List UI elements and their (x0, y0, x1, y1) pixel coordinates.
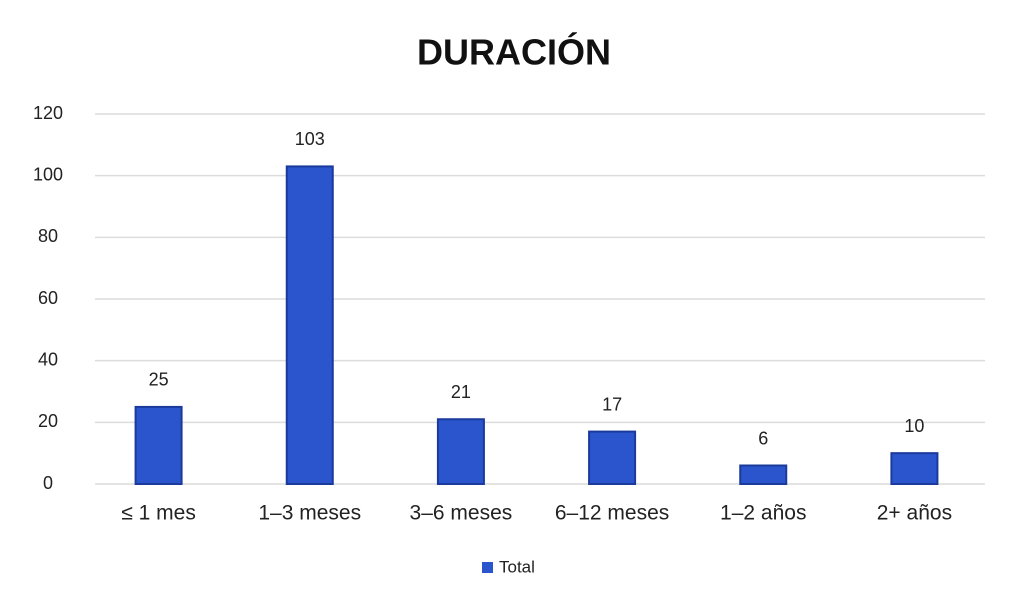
chart-title: DURACIÓN (417, 31, 611, 73)
y-tick-label: 80 (38, 226, 58, 246)
y-tick-label: 20 (38, 411, 58, 431)
x-tick-label: 1–3 meses (258, 502, 361, 525)
y-tick-label: 60 (38, 288, 58, 308)
data-label: 10 (904, 416, 924, 436)
y-tick-label: 0 (43, 473, 53, 493)
bar (134, 405, 183, 485)
data-label: 17 (602, 394, 622, 414)
legend-swatch (482, 562, 493, 573)
x-tick-label: ≤ 1 mes (121, 502, 196, 525)
bar (588, 430, 637, 486)
x-tick-label: 2+ años (877, 502, 952, 525)
y-tick-label: 100 (33, 164, 63, 184)
data-label: 21 (451, 382, 471, 402)
data-label: 103 (295, 129, 325, 149)
data-label: 6 (758, 428, 768, 448)
data-label: 25 (149, 370, 169, 390)
x-tick-label: 3–6 meses (410, 502, 513, 525)
legend-label: Total (499, 557, 535, 576)
x-tick-label: 1–2 años (720, 502, 806, 525)
bar (285, 165, 334, 486)
x-tick-label: 6–12 meses (555, 502, 669, 525)
y-tick-label: 120 (33, 103, 63, 123)
bar (890, 452, 939, 485)
bar (739, 464, 788, 485)
y-tick-label: 40 (38, 349, 58, 369)
bar (436, 418, 485, 485)
